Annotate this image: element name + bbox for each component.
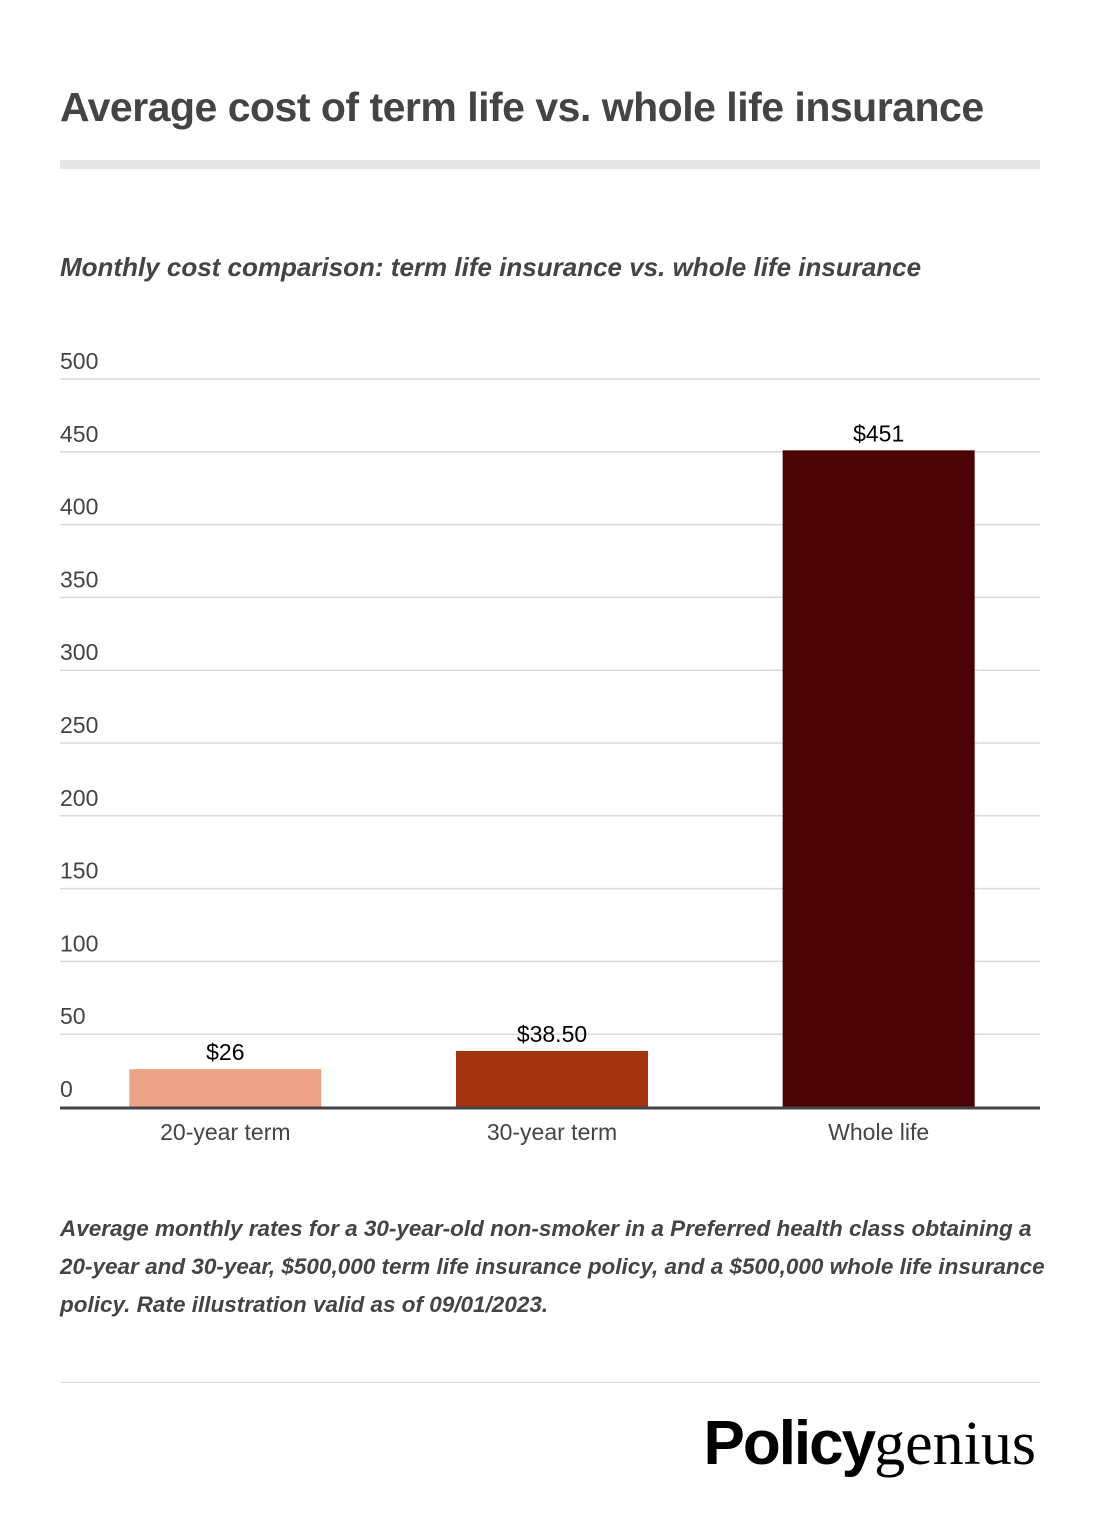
- bar-chart: 0 50 100 150 200 250 300 350 400 450 500 $26 20-year…: [60, 348, 1040, 1145]
- y-tick-label: 200: [60, 785, 98, 811]
- bar: [129, 1069, 322, 1107]
- footnote: Average monthly rates for a 30-year-old …: [60, 1216, 1045, 1317]
- y-tick-label: 150: [60, 858, 98, 884]
- x-tick-label: Whole life: [828, 1119, 929, 1145]
- title-divider: [60, 160, 1040, 169]
- data-label: $38.50: [517, 1021, 587, 1047]
- bar: [456, 1050, 648, 1107]
- x-tick-label: 30-year term: [487, 1119, 617, 1145]
- page-title: Average cost of term life vs. whole life…: [60, 84, 984, 130]
- x-tick-label: 20-year term: [160, 1119, 290, 1145]
- bar: [782, 450, 975, 1107]
- policygenius-logo: Policygenius: [703, 1409, 1036, 1478]
- data-label: $451: [853, 420, 904, 446]
- y-tick-label: 350: [60, 566, 98, 592]
- y-tick-label: 400: [60, 494, 98, 520]
- y-tick-label: 50: [60, 1003, 86, 1029]
- y-tick-label: 500: [60, 348, 98, 374]
- chart-subtitle: Monthly cost comparison: term life insur…: [60, 252, 922, 282]
- y-tick-label: 300: [60, 639, 98, 665]
- footer-divider: [60, 1382, 1040, 1383]
- y-tick-label: 450: [60, 421, 98, 447]
- y-tick-label: 100: [60, 930, 98, 956]
- y-tick-label: 250: [60, 712, 98, 738]
- y-tick-label: 0: [60, 1076, 73, 1102]
- data-label: $26: [206, 1039, 244, 1065]
